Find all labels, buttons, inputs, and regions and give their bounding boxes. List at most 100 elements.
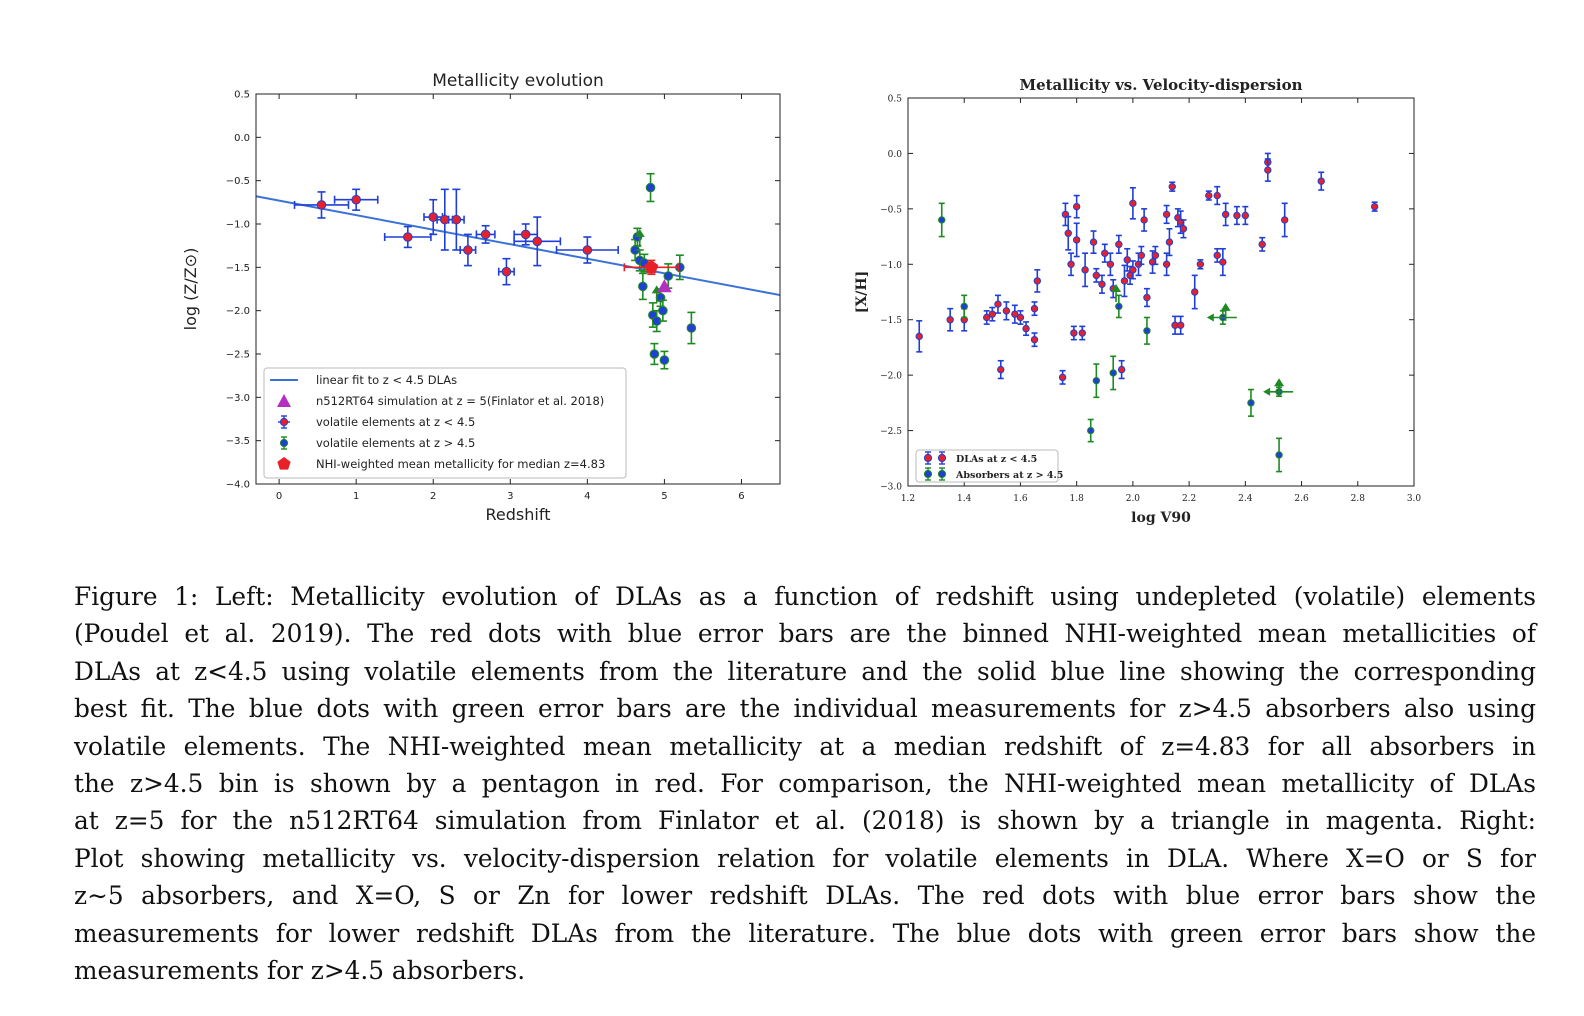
y-tick-label: −1.5 (226, 263, 250, 274)
x-tick-label: 2 (430, 491, 436, 502)
caption-line: Plot showing metallicity vs. velocity-di… (74, 843, 1536, 873)
x-tick-label: 1.8 (1070, 494, 1085, 504)
fit-line (255, 195, 781, 297)
data-point (1078, 329, 1086, 337)
legend-swatch (923, 453, 933, 463)
data-point (1064, 229, 1072, 237)
data-point (403, 232, 413, 242)
data-point (463, 245, 473, 255)
data-point (1247, 399, 1255, 407)
limit-arrow (1206, 313, 1214, 322)
limit-arrow (1111, 284, 1122, 292)
figure-caption: Figure 1: Left: Metallicity evolution of… (74, 578, 1536, 989)
x-tick-label: 1.6 (1013, 494, 1028, 504)
x-tick-label: 6 (738, 491, 744, 502)
data-point (439, 214, 450, 225)
metallicity-velocity-chart: 1.2 1.4 1.6 1.8 2.0 2.2 2.4 2.6 2.8 3.0 0.5 0.0 −0.5… (854, 76, 1421, 526)
data-point (1140, 216, 1148, 224)
limit-arrow (1274, 378, 1285, 387)
x-tick-label: 0 (276, 491, 282, 502)
data-point (428, 212, 439, 222)
y-tick-label: −2.5 (880, 427, 902, 437)
legend-label: volatile elements at z < 4.5 (316, 415, 475, 429)
data-point (1033, 277, 1042, 285)
y-tick-label: −0.5 (880, 205, 902, 215)
caption-line: (Poudel et al. 2019). The red dots with … (74, 619, 1536, 649)
data-point (960, 302, 968, 311)
x-tick-label: 1.4 (957, 494, 972, 504)
caption-line: Figure 1: Left: Metallicity evolution of… (74, 582, 1536, 611)
data-point (451, 214, 462, 225)
legend-box (263, 367, 627, 479)
data-point (1117, 365, 1126, 374)
data-point (1058, 373, 1067, 382)
data-point (983, 313, 991, 322)
caption-line: the z>4.5 bin is shown by a pentagon in … (74, 769, 1536, 799)
data-point (1092, 376, 1101, 385)
y-tick-label: −2.5 (226, 350, 250, 361)
data-point (1101, 249, 1109, 257)
data-point (1280, 216, 1289, 224)
data-point (480, 229, 491, 240)
data-point (663, 271, 674, 281)
data-point (1137, 251, 1146, 260)
caption-line: measurements for lower redshift DLAs fro… (74, 918, 1536, 948)
data-point (1151, 251, 1160, 260)
data-point (582, 245, 593, 255)
y-tick-label: 0.5 (888, 95, 903, 105)
x-tick-label: 2.6 (1294, 494, 1309, 504)
series-1 (938, 202, 1294, 473)
caption-line: volatile elements. The NHI-weighted mean… (74, 731, 1536, 761)
data-point (1213, 191, 1221, 200)
data-point (1233, 211, 1241, 220)
data-point (1258, 240, 1266, 249)
data-point (1317, 177, 1325, 185)
metallicity-evolution-chart: 0 1 2 3 4 5 6 0.5 0.0 −0.5 −1.0 −1.5 −2.0 −2.5 −3.0 −3.… (181, 71, 781, 524)
data-point (1162, 260, 1171, 268)
data-point (1143, 327, 1151, 335)
x-tick-label: 4 (584, 491, 590, 502)
data-point (1205, 191, 1213, 200)
data-point (1067, 260, 1075, 268)
data-point (1179, 225, 1188, 233)
series-0 (915, 152, 1379, 385)
limit-arrow (634, 229, 645, 237)
data-point (1030, 304, 1039, 313)
data-point (1115, 302, 1123, 311)
data-point (997, 365, 1005, 374)
data-point (1129, 266, 1137, 274)
y-tick-label: −1.0 (226, 220, 250, 231)
data-point (1129, 199, 1137, 208)
data-point (915, 332, 923, 341)
legend: DLAs at z < 4.5 Absorbers at z > 4.5 (915, 449, 1063, 483)
data-point (1143, 293, 1151, 302)
data-point (1370, 202, 1379, 211)
y-tick-label: −3.0 (226, 393, 250, 404)
data-point (532, 236, 543, 247)
data-point (1072, 236, 1081, 244)
data-point (1109, 369, 1117, 377)
legend-swatch (937, 453, 947, 463)
y-tick-label: −4.0 (226, 480, 250, 491)
data-point (658, 305, 668, 316)
y-tick-label: 0.0 (888, 150, 903, 160)
series-3 (623, 259, 680, 276)
x-axis-label: log V90 (1131, 510, 1191, 526)
data-point (1098, 280, 1106, 288)
data-point (1176, 321, 1185, 329)
data-point (645, 182, 656, 193)
legend-label: Absorbers at z > 4.5 (955, 470, 1063, 481)
data-point (1092, 271, 1101, 280)
y-tick-label: −2.0 (226, 306, 250, 317)
caption-line: best fit. The blue dots with green error… (74, 694, 1536, 724)
plot-frame (907, 97, 1415, 487)
data-point (1221, 210, 1230, 219)
x-tick-label: 5 (661, 491, 667, 502)
data-point (1022, 324, 1030, 333)
legend-swatch (937, 469, 947, 479)
data-point (1196, 260, 1205, 268)
legend: linear fit to z < 4.5 DLAs n512RT64 simul… (263, 367, 627, 479)
data-point (1072, 202, 1081, 211)
series-0 (293, 188, 619, 286)
x-axis-label: Redshift (486, 505, 551, 524)
